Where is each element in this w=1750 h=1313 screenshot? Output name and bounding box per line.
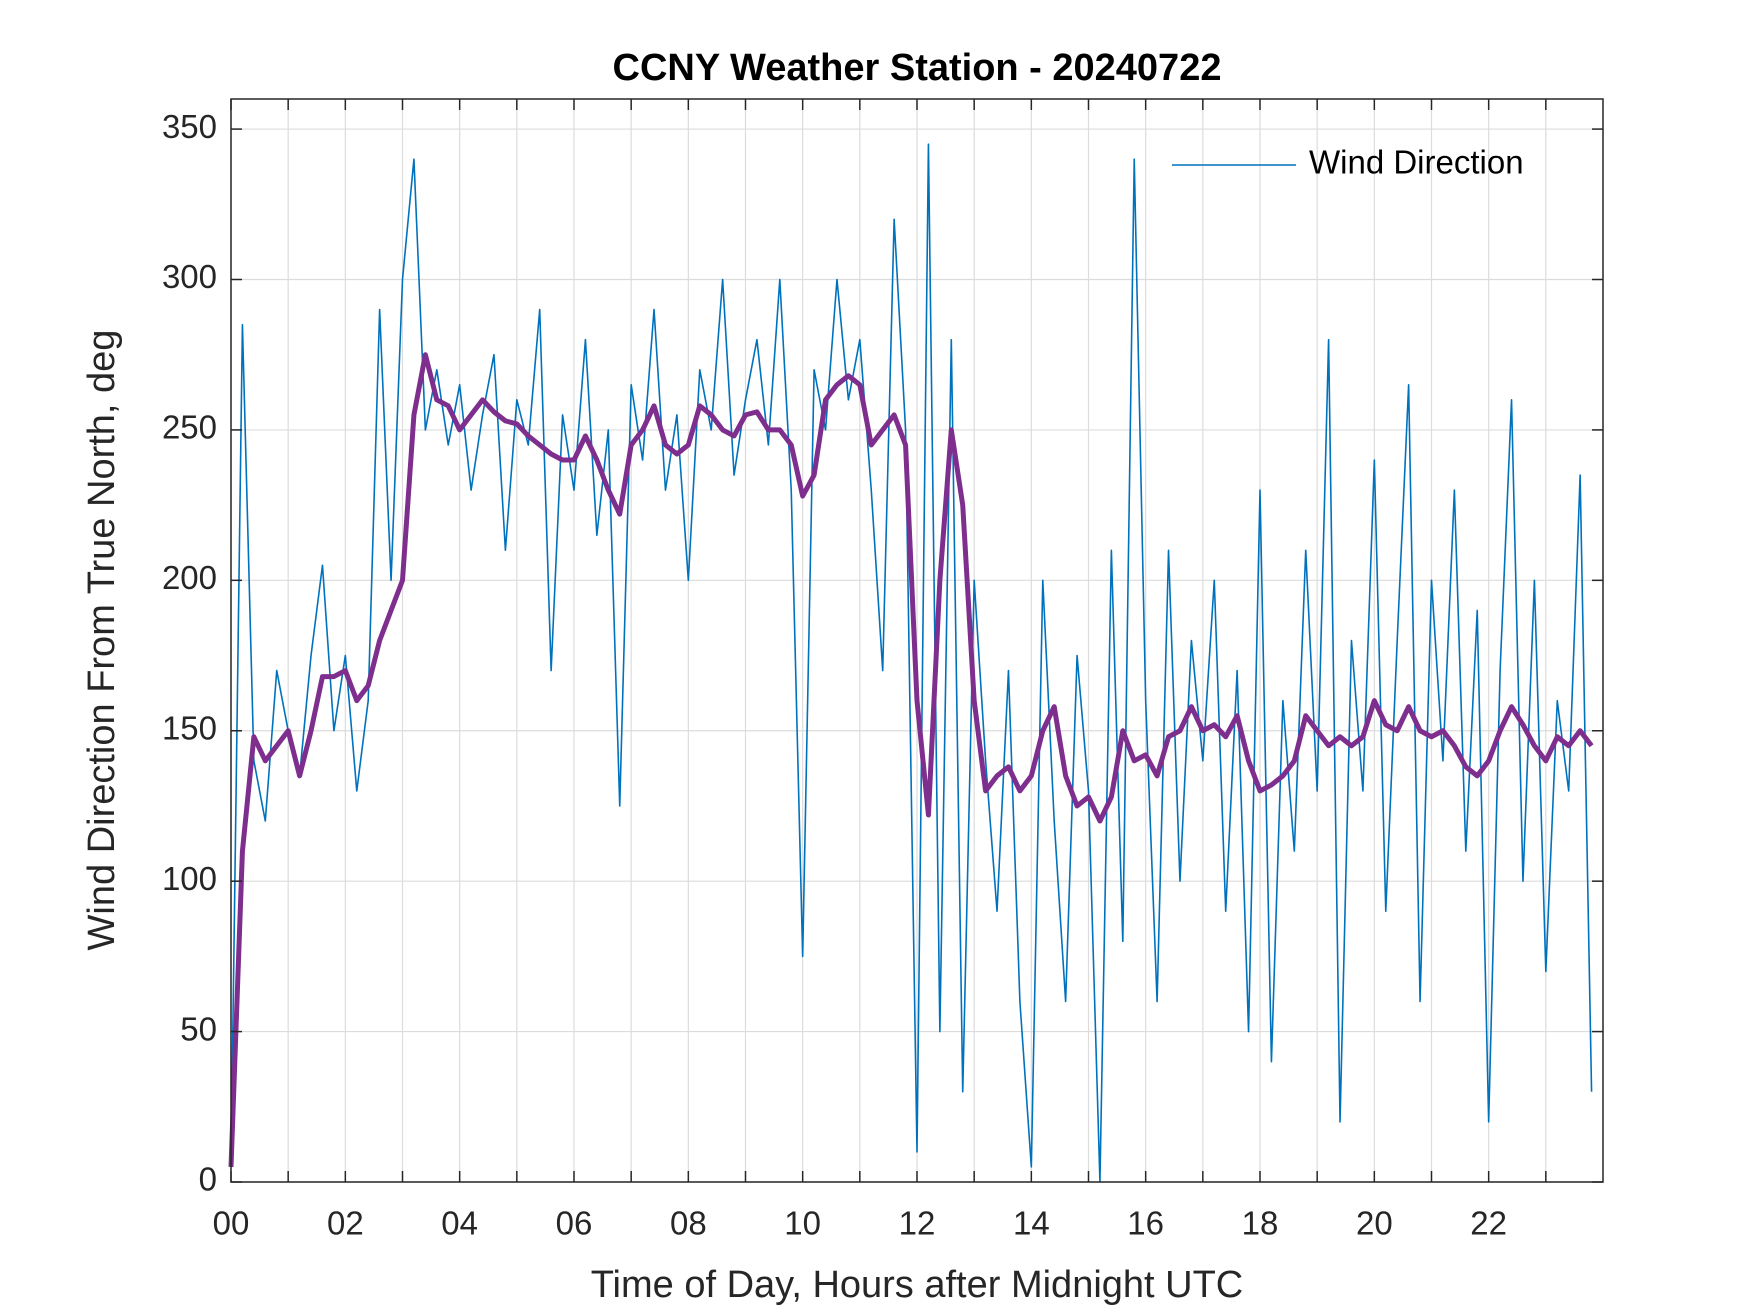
y-axis-label: Wind Direction From True North, deg	[81, 330, 123, 951]
legend: Wind Direction	[1172, 144, 1524, 181]
x-tick-label: 12	[899, 1205, 936, 1242]
x-tick-label: 16	[1127, 1205, 1164, 1242]
y-tick-label: 250	[162, 409, 217, 446]
x-tick-label: 18	[1242, 1205, 1279, 1242]
y-tick-label: 0	[199, 1161, 217, 1198]
x-tick-label: 14	[1013, 1205, 1050, 1242]
x-tick-label: 08	[670, 1205, 707, 1242]
x-tick-label: 04	[441, 1205, 478, 1242]
y-tick-label: 300	[162, 258, 217, 295]
y-tick-label: 150	[162, 709, 217, 746]
x-axis-label: Time of Day, Hours after Midnight UTC	[591, 1264, 1244, 1306]
y-tick-label: 100	[162, 860, 217, 897]
x-tick-label: 20	[1356, 1205, 1393, 1242]
chart-title: CCNY Weather Station - 20240722	[613, 47, 1222, 89]
x-tick-label: 02	[327, 1205, 364, 1242]
y-tick-label: 350	[162, 108, 217, 145]
x-tick-label: 00	[213, 1205, 250, 1242]
x-tick-label: 10	[784, 1205, 821, 1242]
plot-area	[228, 143, 1594, 1183]
x-tick-label: 06	[556, 1205, 593, 1242]
axes: 0 50 100 150 200 250 300 350 00 02 04 06 08 10 12 14 16 1…	[162, 99, 1603, 1242]
y-tick-label: 50	[180, 1010, 217, 1047]
x-tick-label: 22	[1470, 1205, 1507, 1242]
y-tick-label: 200	[162, 559, 217, 596]
data-line	[228, 352, 1594, 1168]
legend-label: Wind Direction	[1309, 144, 1524, 181]
